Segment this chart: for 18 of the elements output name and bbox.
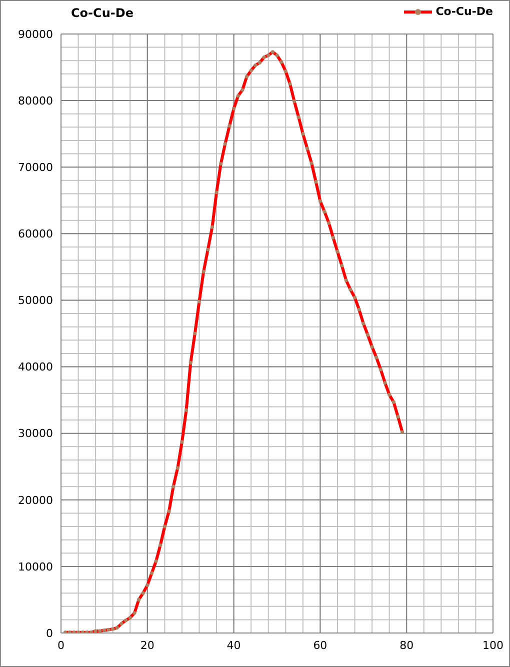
x-tick-label: 20 <box>140 638 154 652</box>
y-tick-label: 50000 <box>18 294 53 308</box>
y-tick-label: 10000 <box>18 560 53 574</box>
y-tick-label: 90000 <box>18 28 53 41</box>
x-tick-label: 60 <box>313 638 328 652</box>
x-tick-label: 80 <box>400 638 414 652</box>
y-tick-label: 20000 <box>18 494 53 507</box>
y-tick-label: 30000 <box>18 427 53 440</box>
x-tick-label: 40 <box>226 638 241 652</box>
y-tick-label: 70000 <box>18 161 53 174</box>
legend-label: Co-Cu-De <box>436 5 493 18</box>
y-tick-label: 0 <box>46 626 53 640</box>
x-tick-label: 100 <box>482 638 504 652</box>
y-tick-label: 80000 <box>18 94 53 108</box>
chart-title: Co-Cu-De <box>71 6 134 20</box>
y-tick-label: 60000 <box>18 228 53 241</box>
x-tick-label: 0 <box>58 638 64 652</box>
y-tick-label: 40000 <box>18 360 53 374</box>
